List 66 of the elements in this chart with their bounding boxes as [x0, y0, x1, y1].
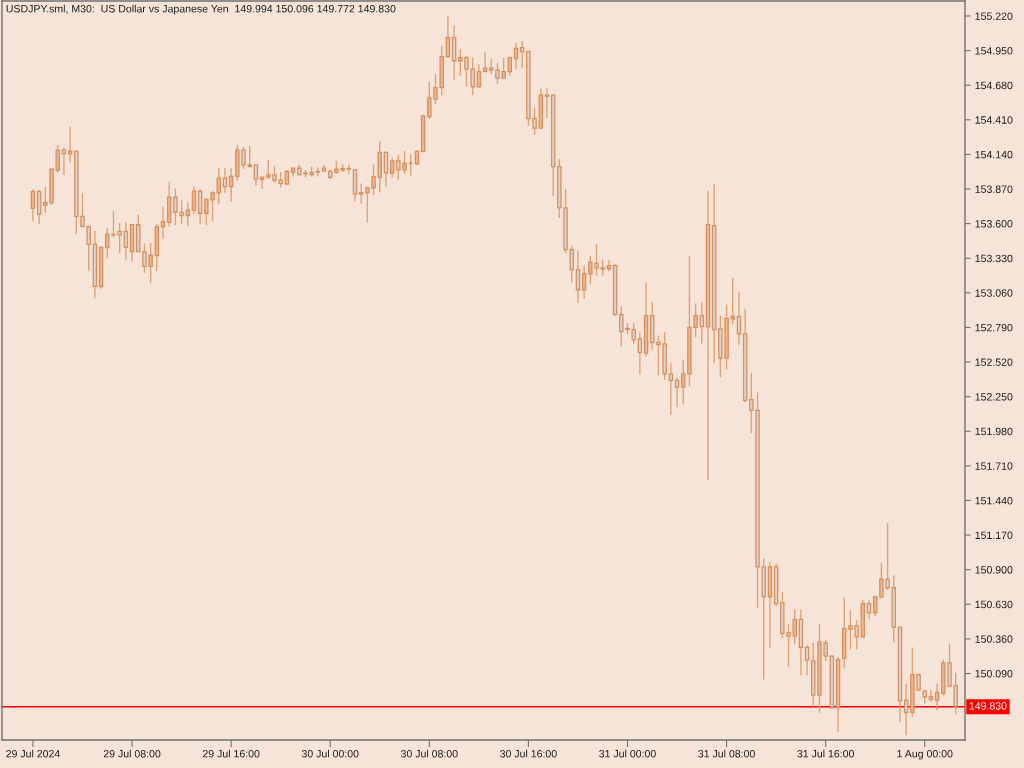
candlestick: [674, 376, 680, 408]
y-tick-label: 152.790: [975, 323, 1013, 332]
y-tick-label: 154.140: [975, 150, 1013, 159]
y-tick-label: 153.600: [975, 220, 1013, 228]
x-tick-label: 30 Jul 16:00: [500, 749, 557, 758]
y-tick-label: 151.440: [975, 496, 1013, 505]
candlestick: [519, 40, 525, 69]
candlestick: [30, 188, 36, 222]
x-tick-label: 31 Jul 00:00: [599, 749, 656, 758]
candlestick: [575, 250, 581, 304]
y-tick-label: 153.870: [975, 185, 1013, 193]
candlestick: [903, 683, 909, 736]
y-tick-label: 155.220: [975, 12, 1013, 20]
y-tick-label: 150.630: [975, 600, 1013, 609]
chart-title: USDJPY.sml, M30: US Dollar vs Japanese Yen 149.994 150.096 149.772 149.830: [6, 4, 396, 15]
candlestick: [928, 689, 934, 703]
candlestick: [445, 15, 451, 59]
y-tick-label: 151.170: [975, 531, 1013, 539]
x-tick-label: 29 Jul 08:00: [103, 749, 161, 758]
candlestick: [637, 331, 643, 376]
x-tick-label: 1 Aug 00:00: [897, 750, 953, 760]
candlestick: [259, 176, 265, 190]
ref-line-label: 149.830: [969, 702, 1007, 710]
candlestick: [185, 201, 191, 227]
x-tick-label: 31 Jul 16:00: [797, 749, 855, 758]
x-tick-label: 31 Jul 08:00: [698, 749, 755, 758]
candlestick: [191, 185, 197, 215]
candlestick: [253, 163, 259, 187]
candlestick: [476, 63, 482, 89]
candlestick: [358, 182, 364, 205]
candlestick: [197, 188, 203, 226]
candlestick: [934, 682, 940, 711]
candlestick: [61, 146, 67, 176]
candlestick: [36, 189, 42, 225]
candlestick: [872, 594, 878, 617]
y-tick-label: 150.900: [975, 566, 1013, 574]
x-tick-label: 30 Jul 08:00: [400, 749, 458, 758]
y-tick-label: 153.330: [975, 254, 1013, 263]
candlestick: [699, 301, 705, 345]
y-tick-label: 152.250: [975, 393, 1013, 401]
y-tick-label: 151.980: [975, 427, 1013, 436]
candlestick: [668, 362, 674, 416]
x-tick-label: 29 Jul 16:00: [202, 749, 260, 758]
candlestick: [67, 126, 73, 164]
x-tick-label: 30 Jul 00:00: [301, 749, 359, 758]
candlestick: [228, 167, 234, 203]
y-tick-label: 152.520: [975, 358, 1013, 366]
y-tick-label: 151.710: [975, 462, 1013, 470]
y-tick-label: 154.410: [975, 116, 1013, 124]
candlestick: [680, 359, 686, 406]
candlestick: [581, 264, 587, 300]
y-tick-label: 154.950: [975, 47, 1013, 55]
candlestick: [730, 277, 736, 326]
y-tick-label: 153.060: [975, 289, 1013, 297]
candlestick: [222, 167, 228, 194]
candlestick: [315, 166, 321, 178]
y-tick-label: 150.090: [975, 669, 1013, 678]
candlestick: [389, 156, 395, 179]
candlestick: [123, 221, 129, 261]
candlestick: [866, 599, 872, 620]
candlestick: [160, 205, 166, 240]
candlestick: [451, 24, 457, 81]
y-tick-label: 154.680: [975, 81, 1013, 90]
candlestick: [804, 644, 810, 676]
x-tick-label: 29 Jul 2024: [6, 749, 60, 758]
y-tick-label: 150.360: [975, 635, 1013, 643]
